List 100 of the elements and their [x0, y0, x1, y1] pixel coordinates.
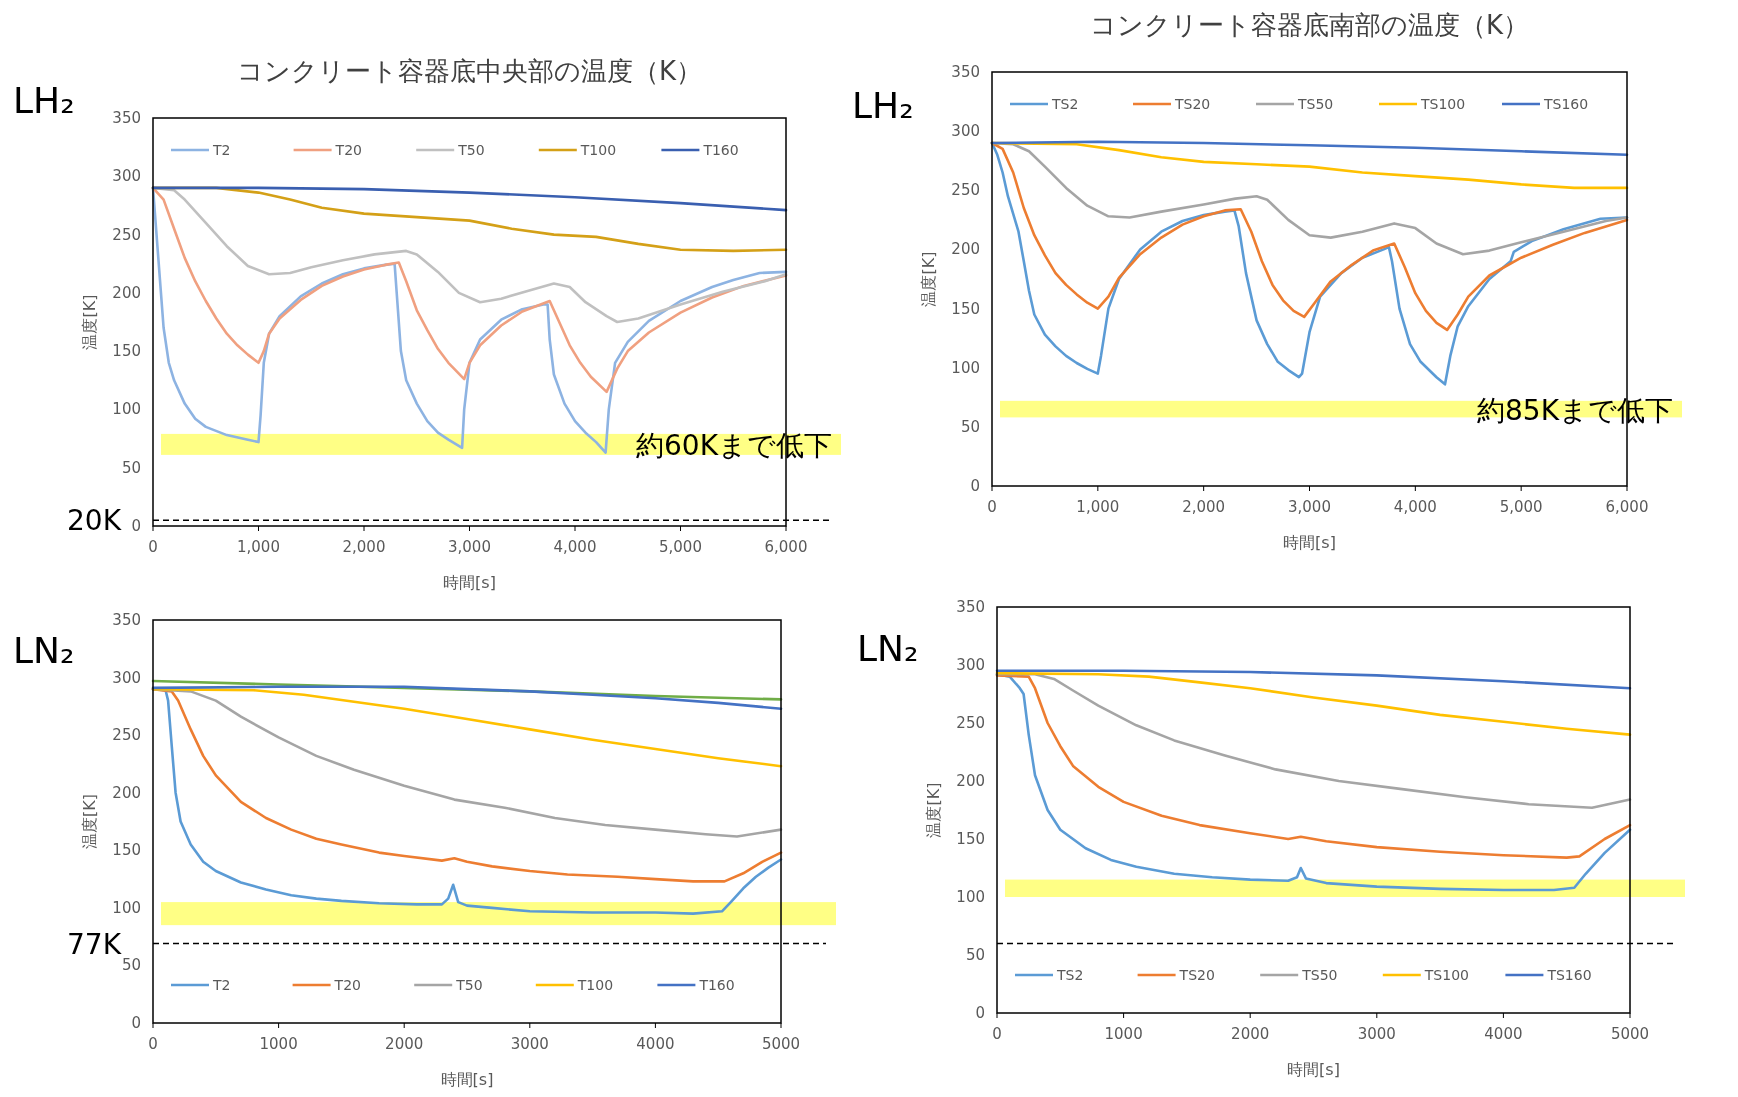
- x-tick-label: 2,000: [1182, 498, 1226, 516]
- x-tick-label: 1000: [1104, 1025, 1143, 1043]
- legend-label: T50: [455, 977, 483, 993]
- line-series: [995, 674, 1632, 859]
- x-tick-label: 5000: [1610, 1025, 1650, 1043]
- ref-line-label: 20K: [67, 504, 122, 538]
- text: LH₂: [852, 85, 914, 126]
- legend-label: T20: [333, 977, 361, 993]
- x-tick-label: 5,000: [659, 538, 702, 556]
- x-tick-label: 3000: [510, 1035, 549, 1053]
- x-tick-label: 4000: [1484, 1025, 1523, 1043]
- y-tick-label: 150: [951, 299, 980, 318]
- text: LN₂: [13, 630, 75, 671]
- legend-label: TS160: [1543, 96, 1589, 112]
- y-tick-label: 200: [112, 783, 141, 802]
- x-axis-title: 時間[s]: [1287, 1060, 1340, 1079]
- line-series: [151, 687, 783, 768]
- text: LN₂: [857, 628, 919, 669]
- legend-label: TS50: [1297, 96, 1334, 112]
- text: LH₂: [13, 80, 75, 121]
- y-tick-label: 250: [951, 181, 980, 200]
- legend-label: T50: [457, 142, 485, 158]
- y-tick-label: 350: [112, 109, 141, 127]
- line-series: [151, 186, 788, 212]
- y-tick-label: 250: [112, 726, 141, 745]
- x-tick-label: 2000: [385, 1035, 424, 1053]
- chart-title: コンクリート容器底南部の温度（K）: [1089, 10, 1530, 40]
- line-series: [995, 673, 1632, 809]
- x-tick-label: 0: [987, 498, 997, 516]
- legend-label: T160: [698, 977, 735, 993]
- x-tick-label: 1000: [259, 1035, 298, 1053]
- x-tick-label: 5000: [761, 1035, 801, 1053]
- line-series: [990, 141, 1629, 332]
- legend-label: T100: [576, 977, 614, 993]
- y-tick-label: 350: [951, 63, 980, 81]
- y-tick-label: 0: [970, 477, 980, 495]
- x-tick-label: 1,000: [237, 538, 280, 556]
- x-axis-title: 時間[s]: [443, 573, 496, 592]
- x-tick-label: 3,000: [448, 538, 491, 556]
- y-tick-label: 150: [112, 841, 141, 860]
- legend-label: TS2: [1051, 96, 1079, 112]
- x-axis-title: 時間[s]: [1283, 533, 1336, 552]
- y-tick-label: 350: [112, 611, 141, 629]
- y-tick-label: 300: [112, 668, 141, 687]
- legend-label: TS100: [1423, 967, 1469, 983]
- y-axis-title: 温度[K]: [80, 794, 99, 849]
- x-tick-label: 4000: [636, 1035, 675, 1053]
- x-tick-label: 6,000: [764, 538, 808, 556]
- x-axis-title: 時間[s]: [440, 1070, 494, 1089]
- y-axis-title: 温度[K]: [80, 294, 99, 350]
- line-series: [995, 671, 1632, 736]
- y-tick-label: 250: [956, 714, 985, 732]
- y-tick-label: 200: [956, 772, 985, 790]
- x-tick-label: 2,000: [342, 538, 386, 556]
- y-axis-title: 温度[K]: [919, 251, 938, 307]
- legend-label: T2: [212, 977, 231, 993]
- y-tick-label: 50: [960, 417, 980, 436]
- y-tick-label: 150: [112, 342, 141, 361]
- legend-label: TS50: [1301, 967, 1338, 983]
- x-tick-label: 1,000: [1076, 498, 1120, 516]
- y-tick-label: 300: [951, 122, 980, 141]
- ref-line-label: 77K: [67, 927, 122, 961]
- x-tick-label: 0: [148, 538, 158, 556]
- y-tick-label: 0: [131, 517, 141, 535]
- line-series: [151, 186, 788, 394]
- y-axis-title: 温度[K]: [924, 782, 943, 838]
- y-tick-label: 100: [956, 888, 985, 906]
- line-series: [995, 669, 1632, 690]
- legend-label: T100: [579, 142, 617, 158]
- line-series: [151, 685, 783, 710]
- legend-label: TS20: [1178, 967, 1215, 983]
- y-tick-label: 200: [112, 283, 141, 302]
- y-tick-label: 50: [121, 956, 141, 975]
- y-tick-label: 200: [951, 240, 980, 259]
- legend-label: TS2: [1056, 967, 1084, 983]
- x-tick-label: 0: [148, 1035, 158, 1053]
- y-tick-label: 0: [131, 1014, 141, 1032]
- y-tick-label: 300: [112, 167, 141, 186]
- line-series: [990, 140, 1629, 157]
- y-tick-label: 50: [965, 946, 985, 964]
- y-tick-label: 0: [975, 1004, 985, 1022]
- legend-label: T2: [212, 142, 231, 158]
- x-tick-label: 3,000: [1288, 498, 1331, 516]
- y-tick-label: 350: [956, 598, 985, 616]
- x-tick-label: 4,000: [553, 538, 597, 556]
- x-tick-label: 2000: [1231, 1025, 1270, 1043]
- y-tick-label: 250: [112, 225, 141, 244]
- x-tick-label: 3000: [1357, 1025, 1396, 1043]
- legend-label: TS20: [1174, 96, 1211, 112]
- x-tick-label: 0: [992, 1025, 1002, 1043]
- y-tick-label: 100: [112, 400, 141, 419]
- x-tick-label: 6,000: [1605, 498, 1649, 516]
- x-tick-label: 4,000: [1393, 498, 1437, 516]
- y-tick-label: 50: [121, 458, 141, 477]
- y-tick-label: 100: [112, 898, 141, 917]
- y-tick-label: 300: [956, 656, 985, 674]
- legend-label: T160: [702, 142, 739, 158]
- y-tick-label: 100: [951, 358, 980, 377]
- x-tick-label: 5,000: [1499, 498, 1543, 516]
- legend-label: T20: [334, 142, 362, 158]
